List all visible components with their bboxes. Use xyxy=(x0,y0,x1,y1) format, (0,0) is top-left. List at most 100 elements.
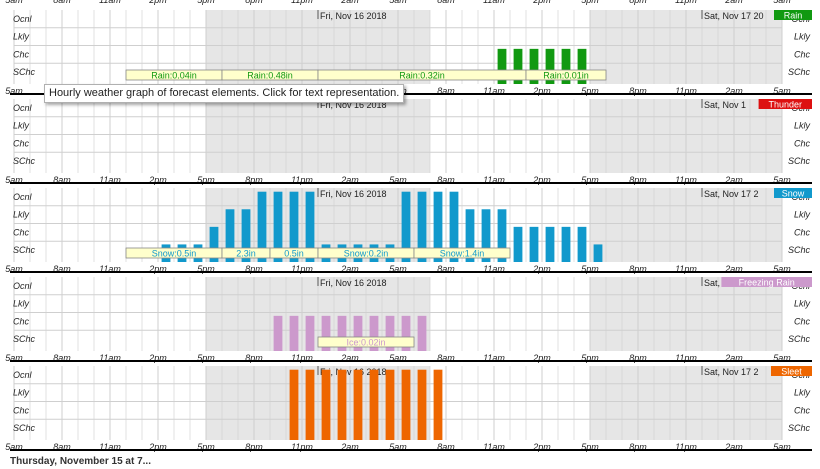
time-tick-label: 8pm xyxy=(629,442,647,452)
time-tick-label: 11pm xyxy=(675,442,697,452)
bar-freezing_rain xyxy=(289,315,299,351)
time-tick-label: 5am xyxy=(773,86,791,96)
time-tick-label: 2pm xyxy=(532,86,551,96)
time-tick-label: 8pm xyxy=(245,264,263,274)
date-label: Sat, Nov 17 20 xyxy=(704,11,764,21)
time-tick-label: 5am xyxy=(5,442,23,452)
graph-tooltip: Hourly weather graph of forecast element… xyxy=(44,84,405,103)
amount-label: Snow:1.4in xyxy=(440,249,485,259)
time-tick-label: 5pm xyxy=(581,264,599,274)
bar-snow xyxy=(465,209,475,262)
bar-sleet xyxy=(369,369,379,440)
legend-name: Thunder xyxy=(769,100,803,110)
panel-freezing-rain[interactable]: SChcSChcChcChcLklyLklyOcnlOcnlFri, Nov 1… xyxy=(5,277,812,363)
amount-box xyxy=(413,247,511,259)
time-tick-label: 8pm xyxy=(629,175,647,185)
time-tick-label: 5am xyxy=(773,175,791,185)
time-tick-label: 2am xyxy=(724,175,743,185)
time-tick-label: 8pm xyxy=(245,353,263,363)
time-tick-label: 8pm xyxy=(629,0,647,5)
level-label: Chc xyxy=(794,49,811,59)
panel-sleet[interactable]: SChcSChcChcChcLklyLklyOcnlOcnlFri, Nov 1… xyxy=(5,366,812,452)
time-tick-label: 2pm xyxy=(532,175,551,185)
level-label: Lkly xyxy=(13,32,30,42)
bar-snow xyxy=(481,209,491,262)
time-tick-label: 8am xyxy=(53,0,71,5)
bar-rain xyxy=(545,48,555,84)
time-tick-label: 11am xyxy=(99,264,121,274)
date-label: Sat, Nov 1 xyxy=(704,100,746,110)
level-label: Lkly xyxy=(794,299,811,309)
bar-snow xyxy=(433,191,443,262)
time-tick-label: 11pm xyxy=(675,353,697,363)
level-label: Chc xyxy=(13,316,30,326)
time-tick-label: 5pm xyxy=(581,0,599,5)
bar-freezing_rain xyxy=(305,315,315,351)
panel-snow[interactable]: SChcSChcChcChcLklyLklyOcnlOcnlFri, Nov 1… xyxy=(5,188,812,274)
level-label: SChc xyxy=(788,67,811,77)
time-tick-label: 11am xyxy=(99,442,121,452)
legend-name: Freezing Rain xyxy=(739,278,795,288)
time-tick-label: 2am xyxy=(724,353,743,363)
level-label: Lkly xyxy=(794,388,811,398)
level-label: Lkly xyxy=(13,388,30,398)
time-tick-label: 8pm xyxy=(629,86,647,96)
time-tick-label: 5am xyxy=(389,442,407,452)
time-tick-label: 5pm xyxy=(581,442,599,452)
time-tick-label: 2pm xyxy=(148,264,167,274)
level-label: Ocnl xyxy=(13,281,33,291)
time-tick-label: 2pm xyxy=(532,264,551,274)
amount-label: Ice:0.02in xyxy=(346,338,385,348)
level-label: Chc xyxy=(794,227,811,237)
level-label: SChc xyxy=(788,334,811,344)
legend-badge xyxy=(774,10,812,20)
bar-sleet xyxy=(289,369,299,440)
time-tick-label: 2am xyxy=(724,0,743,5)
time-tick-label: 2am xyxy=(340,442,359,452)
time-tick-label: 8pm xyxy=(629,264,647,274)
date-label: Sat, Nov 17 2 xyxy=(704,189,759,199)
time-tick-label: 2am xyxy=(340,0,359,5)
time-tick-label: 11pm xyxy=(675,175,697,185)
bar-sleet xyxy=(417,369,427,440)
time-tick-label: 11pm xyxy=(291,353,313,363)
level-label: SChc xyxy=(788,156,811,166)
bar-snow xyxy=(577,226,587,262)
bar-freezing_rain xyxy=(369,315,379,351)
bar-rain xyxy=(529,48,539,84)
bar-sleet xyxy=(321,369,331,440)
time-tick-label: 5am xyxy=(389,0,407,5)
level-label: Lkly xyxy=(13,121,30,131)
amount-label: Rain:0.48in xyxy=(247,71,293,81)
time-tick-label: 5pm xyxy=(581,175,599,185)
date-label: Fri, Nov 16 2018 xyxy=(320,100,387,110)
time-tick-label: 11am xyxy=(483,86,505,96)
level-label: Ocnl xyxy=(13,192,33,202)
bar-snow xyxy=(401,191,411,262)
legend-name: Snow xyxy=(782,189,805,199)
level-label: Lkly xyxy=(794,32,811,42)
time-tick-label: 8am xyxy=(53,442,71,452)
time-tick-label: 2pm xyxy=(148,0,167,5)
time-tick-label: 5pm xyxy=(581,353,599,363)
bar-freezing_rain xyxy=(353,315,363,351)
time-tick-label: 5am xyxy=(389,353,407,363)
bar-snow xyxy=(497,209,507,262)
panel-thunder[interactable]: SChcSChcChcChcLklyLklyOcnlOcnlFri, Nov 1… xyxy=(5,99,812,185)
amount-label: Snow:0.5in xyxy=(152,249,197,259)
time-tick-label: 11am xyxy=(483,353,505,363)
time-tick-label: 11am xyxy=(483,175,505,185)
time-tick-label: 11pm xyxy=(675,0,697,5)
bar-freezing_rain xyxy=(273,315,283,351)
bar-snow xyxy=(417,191,427,262)
time-tick-label: 5pm xyxy=(581,86,599,96)
legend-badge xyxy=(774,188,812,198)
amount-label: Rain:0.32in xyxy=(399,71,445,81)
time-tick-label: 2am xyxy=(724,86,743,96)
time-tick-label: 11am xyxy=(99,353,121,363)
level-label: Ocnl xyxy=(13,370,33,380)
bar-snow xyxy=(273,191,283,262)
time-tick-label: 2am xyxy=(724,442,743,452)
